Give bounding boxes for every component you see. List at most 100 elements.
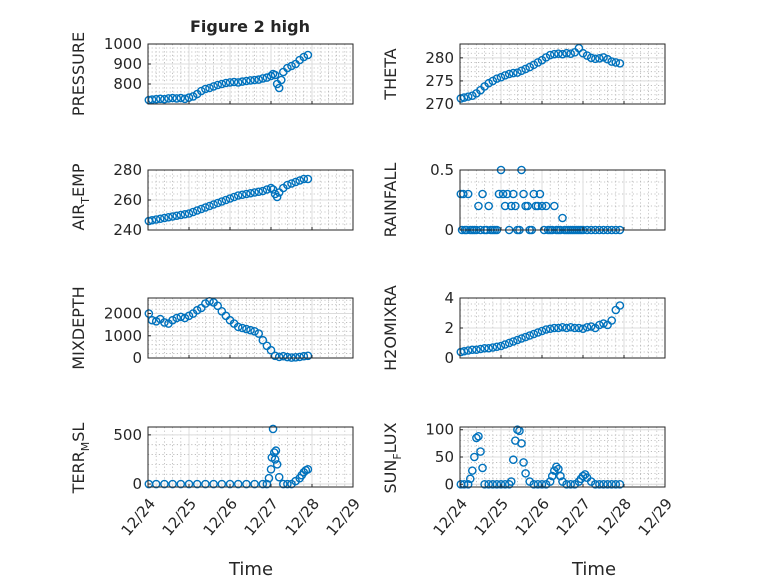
data-point <box>266 71 276 81</box>
data-point <box>502 189 512 199</box>
data-point <box>250 75 259 85</box>
data-point <box>545 50 555 60</box>
data-point <box>506 201 516 211</box>
data-point <box>272 460 282 469</box>
data-point <box>258 335 268 345</box>
data-point <box>552 462 561 472</box>
x-tick-label: 12/27 <box>553 495 595 540</box>
data-point <box>209 479 218 489</box>
y-tick-label: 0 <box>444 221 454 239</box>
data-point <box>472 345 481 355</box>
data-point <box>266 345 276 355</box>
data-point <box>607 316 617 325</box>
data-point <box>562 479 571 489</box>
y-tick-label: 240 <box>113 221 142 239</box>
data-point <box>484 201 494 211</box>
data-point <box>607 57 617 66</box>
data-point <box>274 472 284 482</box>
data-point <box>463 189 473 199</box>
data-point <box>537 479 547 489</box>
axes-box <box>147 297 354 359</box>
data-point <box>225 479 235 489</box>
data-point <box>603 479 612 489</box>
data-point <box>160 479 169 489</box>
data-point <box>472 433 481 443</box>
data-point <box>151 479 161 489</box>
data-point <box>488 479 498 489</box>
data-point <box>283 63 292 73</box>
y-tick-label: 1000 <box>104 327 142 345</box>
data-point <box>278 479 288 489</box>
data-point <box>151 94 161 104</box>
data-point <box>283 479 292 489</box>
data-point <box>295 176 305 185</box>
data-point <box>599 53 608 62</box>
data-point <box>192 305 202 315</box>
data-point <box>184 209 194 218</box>
data-point <box>562 323 571 333</box>
data-point <box>607 479 617 489</box>
data-point <box>504 338 514 348</box>
data-point <box>262 73 272 82</box>
y-tick-label: 50 <box>435 448 454 466</box>
data-point <box>205 201 214 211</box>
data-point <box>278 351 288 361</box>
data-point <box>474 431 483 441</box>
data-point <box>237 77 247 86</box>
data-point <box>287 179 296 188</box>
data-point <box>521 332 530 342</box>
data-point <box>519 458 528 467</box>
y-tick-label: 4 <box>444 289 454 307</box>
data-point <box>541 201 551 211</box>
data-point <box>591 54 600 64</box>
data-point <box>521 469 530 478</box>
data-point <box>291 177 300 187</box>
x-tick-label: 12/29 <box>635 495 677 540</box>
data-point <box>287 61 296 71</box>
data-point <box>500 201 510 211</box>
data-point <box>217 197 227 206</box>
data-point <box>470 452 479 462</box>
ylabel-air-temp: AIRTEMP <box>69 163 92 230</box>
x-tick-label: 12/24 <box>430 495 472 540</box>
data-point <box>303 174 313 184</box>
data-point <box>476 447 485 456</box>
data-point <box>213 198 222 208</box>
data-point <box>184 311 194 321</box>
data-point <box>615 301 625 310</box>
data-point <box>196 86 206 96</box>
data-point <box>160 318 169 327</box>
data-point <box>615 59 625 68</box>
data-point <box>474 201 483 211</box>
data-point <box>574 43 584 53</box>
data-point <box>168 212 177 221</box>
y-tick-label: 270 <box>425 95 454 113</box>
y-tick-label: 0.5 <box>430 161 454 179</box>
data-point <box>201 203 210 212</box>
data-point <box>217 479 227 489</box>
data-point <box>550 49 559 59</box>
data-point <box>268 424 278 434</box>
data-point <box>547 471 557 481</box>
data-point <box>484 479 494 489</box>
data-point <box>217 79 227 89</box>
y-tick-label: 0 <box>444 475 454 493</box>
data-point <box>180 313 190 323</box>
data-point <box>558 213 567 223</box>
y-axis-label: PRESSURE <box>69 32 88 116</box>
data-point <box>537 201 547 211</box>
data-point <box>205 83 214 93</box>
data-point <box>511 201 520 211</box>
data-point <box>225 194 235 203</box>
data-point <box>176 210 186 220</box>
data-point <box>570 323 580 333</box>
subplot-7: 0 500 12/24 12/25 12/26 12/27 12/28 12/29 <box>113 424 364 539</box>
data-point <box>164 94 173 103</box>
data-point <box>299 174 309 184</box>
y-tick-label: 260 <box>113 191 142 209</box>
data-point <box>599 319 608 328</box>
data-point <box>242 324 251 334</box>
y-tick-label: 275 <box>425 72 454 90</box>
subplot-2: 270 275 280 THETA <box>381 43 666 113</box>
